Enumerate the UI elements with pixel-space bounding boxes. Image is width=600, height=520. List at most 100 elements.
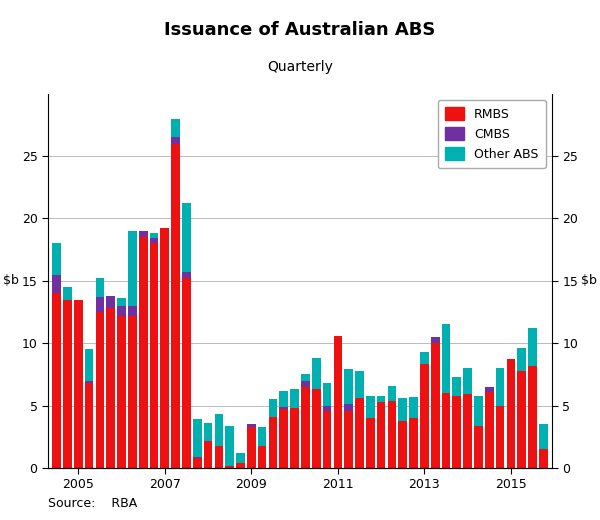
Bar [420,365,429,468]
Bar [452,396,461,468]
Bar [85,381,94,383]
Bar [226,465,234,468]
Y-axis label: $b: $b [581,275,598,287]
Bar [106,296,115,308]
Bar [95,312,104,468]
Bar [344,369,353,405]
Bar [171,119,180,137]
Bar [52,293,61,468]
Bar [290,389,299,408]
Bar [269,417,277,468]
Bar [398,421,407,468]
Bar [149,233,158,238]
Bar [344,411,353,468]
Bar [149,243,158,468]
Bar [517,348,526,371]
Bar [117,316,126,468]
Bar [128,231,137,306]
Bar [301,381,310,387]
Bar [496,368,505,406]
Bar [117,298,126,306]
Text: Source:    RBA: Source: RBA [48,497,137,510]
Bar [258,446,266,468]
Bar [85,349,94,381]
Bar [528,328,537,366]
Bar [139,237,148,468]
Bar [442,324,451,393]
Bar [355,371,364,398]
Bar [106,308,115,468]
Bar [171,137,180,144]
Bar [182,278,191,468]
Bar [485,392,494,468]
Bar [517,371,526,468]
Bar [193,458,202,468]
Bar [420,352,429,365]
Bar [52,243,61,275]
Bar [193,419,202,457]
Bar [301,374,310,381]
Bar [182,203,191,272]
Bar [139,231,148,237]
Bar [398,398,407,421]
Bar [539,424,548,449]
Bar [431,337,440,343]
Bar [215,414,223,446]
Bar [312,389,320,468]
Bar [334,336,342,468]
Bar [128,316,137,468]
Bar [301,387,310,468]
Bar [247,424,256,427]
Bar [63,300,72,468]
Bar [431,343,440,468]
Bar [323,411,331,468]
Bar [193,457,202,458]
Bar [452,377,461,396]
Bar [474,396,483,425]
Bar [95,297,104,312]
Bar [182,272,191,278]
Bar [377,396,385,402]
Text: Issuance of Australian ABS: Issuance of Australian ABS [164,21,436,39]
Bar [236,463,245,468]
Bar [236,453,245,463]
Bar [474,425,483,468]
Bar [409,418,418,468]
Bar [485,387,494,392]
Bar [280,391,288,407]
Bar [290,408,299,468]
Bar [258,427,266,446]
Bar [409,397,418,418]
Bar [388,400,396,468]
Bar [323,406,331,411]
Bar [117,306,126,316]
Bar [52,275,61,293]
Bar [204,440,212,468]
Bar [344,405,353,411]
Bar [269,399,277,417]
Bar [539,449,548,468]
Bar [463,394,472,468]
Bar [506,359,515,468]
Bar [312,358,320,389]
Bar [463,368,472,394]
Legend: RMBS, CMBS, Other ABS: RMBS, CMBS, Other ABS [437,100,546,168]
Bar [247,427,256,468]
Text: Quarterly: Quarterly [267,60,333,74]
Bar [366,396,374,418]
Bar [280,409,288,468]
Bar [388,386,396,400]
Bar [149,238,158,243]
Bar [442,393,451,468]
Bar [204,423,212,440]
Bar [280,407,288,409]
Bar [74,300,83,468]
Bar [215,446,223,468]
Bar [63,287,72,300]
Bar [323,383,331,406]
Y-axis label: $b: $b [2,275,19,287]
Bar [355,398,364,468]
Bar [128,306,137,316]
Bar [366,418,374,468]
Bar [95,278,104,297]
